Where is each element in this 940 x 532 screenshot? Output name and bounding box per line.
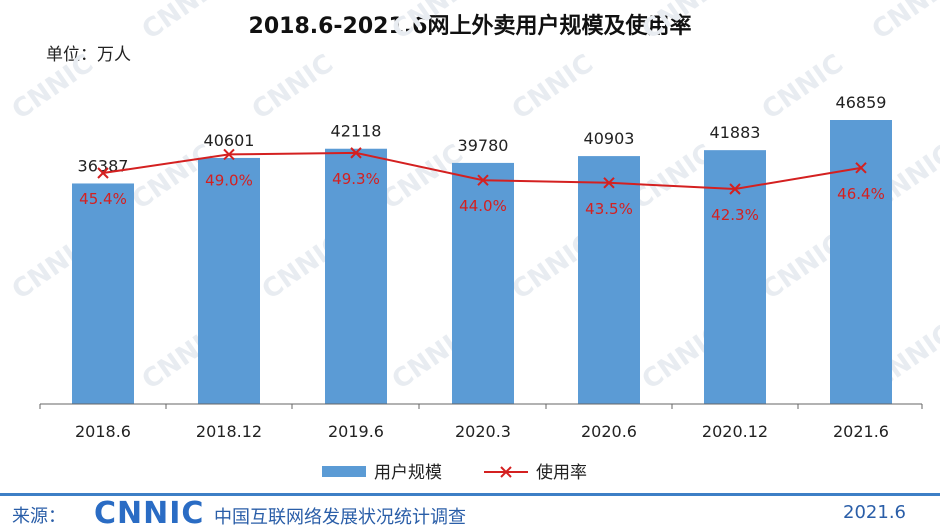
rate-marker-stroke: [729, 183, 741, 195]
report-date: 2021.6: [843, 502, 906, 523]
watermark-text: CNNIC: [137, 0, 229, 46]
legend-bar-swatch: [322, 466, 366, 477]
x-tick-label: 2018.12: [196, 422, 262, 441]
bar-value-label: 46859: [836, 93, 887, 112]
rate-value-label: 43.5%: [585, 200, 633, 218]
rate-marker: [855, 162, 867, 174]
bar-value-label: 40601: [204, 131, 255, 150]
watermark-text: CNNIC: [387, 0, 479, 46]
watermark-text: CNNIC: [757, 49, 849, 126]
rate-marker-stroke: [97, 167, 109, 179]
rate-marker-stroke: [603, 177, 615, 189]
rate-marker-stroke: [855, 162, 867, 174]
watermark-text: CNNIC: [7, 49, 99, 126]
rate-value-label: 49.0%: [205, 171, 253, 189]
legend: 用户规模 使用率: [322, 462, 587, 483]
bar-2020.3: [452, 162, 514, 404]
x-tick-label: 2020.6: [581, 422, 637, 441]
bar-value-label: 42118: [331, 122, 382, 141]
x-tick-label: 2020.12: [702, 422, 768, 441]
footer-divider: [0, 493, 940, 496]
x-tick-label: 2021.6: [833, 422, 889, 441]
rate-marker: [477, 174, 489, 186]
bar-value-label: 41883: [710, 123, 761, 142]
bar-2021.6: [830, 120, 892, 404]
rate-value-label: 45.4%: [79, 190, 127, 208]
cnnic-logo: CNNIC: [94, 496, 205, 531]
rate-marker-stroke: [350, 147, 362, 159]
rate-line-series: 45.4% 49.0% 49.3% 44.0% 43.5% 42.3% 46.4%: [79, 147, 885, 224]
rate-value-label: 46.4%: [837, 185, 885, 203]
legend-line-label: 使用率: [536, 462, 587, 483]
bar-2020.6: [578, 156, 640, 404]
bar-value-label: 40903: [584, 129, 635, 148]
rate-marker: [729, 183, 741, 195]
x-axis-ticks: 2018.6 2018.12 2019.6 2020.3 2020.6 2020.12 20…: [39, 404, 923, 441]
bar-2019.6: [325, 148, 387, 404]
rate-marker: [350, 147, 362, 159]
unit-label: 单位：万人: [46, 45, 131, 65]
watermark-text: CNNIC: [507, 49, 599, 126]
legend-bar-label: 用户规模: [374, 463, 442, 483]
organization-name: 中国互联网络发展状况统计调查: [214, 507, 466, 528]
source-label: 来源：: [12, 506, 66, 527]
x-tick-label: 2020.3: [455, 422, 511, 441]
x-tick-label: 2018.6: [75, 422, 131, 441]
legend-line-marker: [500, 466, 512, 478]
watermark-text: CNNIC: [637, 0, 729, 46]
rate-marker-stroke: [477, 174, 489, 186]
bar-value-label: 39780: [458, 136, 509, 155]
chart-title: 2018.6-2021.6网上外卖用户规模及使用率: [248, 14, 692, 39]
rate-value-label: 44.0%: [459, 197, 507, 215]
watermark-text: CNNIC: [247, 49, 339, 126]
rate-marker-stroke: [223, 148, 235, 161]
rate-marker: [223, 148, 235, 161]
rate-value-label: 42.3%: [711, 206, 759, 224]
bar-2018.6: [72, 183, 134, 404]
rate-value-label: 49.3%: [332, 170, 380, 188]
rate-marker: [603, 177, 615, 189]
bar-2018.12: [198, 157, 260, 404]
watermark-text: CNNIC: [867, 0, 940, 46]
x-tick-label: 2019.6: [328, 422, 384, 441]
rate-marker: [97, 167, 109, 179]
bar-2020.12: [704, 150, 766, 404]
